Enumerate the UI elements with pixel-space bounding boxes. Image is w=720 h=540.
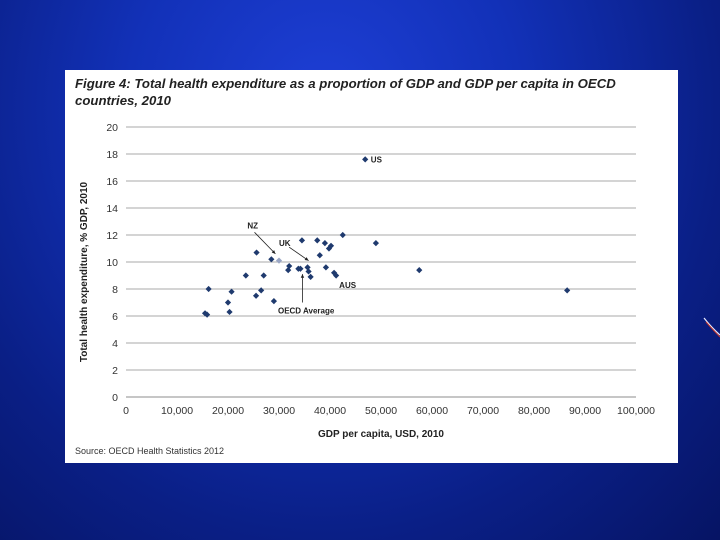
x-tick-label: 30,000: [263, 405, 295, 417]
data-point: [307, 273, 314, 280]
y-tick-label: 14: [106, 203, 118, 215]
data-point: [297, 265, 304, 272]
y-tick-label: 4: [112, 338, 118, 350]
swoosh-line: [703, 317, 720, 336]
data-point: [339, 231, 346, 239]
x-tick-label: 100,000: [617, 405, 655, 417]
data-point: [270, 298, 277, 305]
y-tick-label: 20: [106, 122, 118, 134]
x-tick-label: 50,000: [365, 405, 397, 417]
data-point: [224, 299, 232, 306]
annotation-arrow: [254, 232, 276, 255]
data-point: [372, 240, 379, 247]
figure-source: Source: OECD Health Statistics 2012: [75, 446, 225, 456]
data-point: [268, 256, 275, 263]
data-point: [564, 287, 571, 294]
data-point: [205, 285, 212, 293]
y-tick-label: 16: [106, 176, 118, 188]
annotation-label: AUS: [339, 281, 357, 290]
figure-title: Figure 4: Total health expenditure as a …: [75, 76, 616, 108]
data-point: [228, 288, 235, 295]
x-tick-label: 90,000: [569, 405, 601, 417]
x-tick-label: 20,000: [212, 405, 244, 417]
annotation-label: UK: [279, 239, 291, 248]
data-point: [286, 262, 293, 270]
data-point: [322, 264, 330, 271]
data-point: [321, 240, 328, 247]
x-tick-label: 10,000: [161, 405, 193, 417]
x-tick-label: 80,000: [518, 405, 550, 417]
data-point: [253, 249, 260, 256]
y-tick-label: 18: [106, 149, 118, 161]
arrow-head: [271, 250, 276, 254]
x-axis-label: GDP per capita, USD, 2010: [318, 429, 444, 440]
arrow-head: [304, 257, 309, 261]
annotation-label: US: [371, 155, 383, 164]
figure-panel: Figure 4: Total health expenditure as a …: [65, 70, 678, 463]
x-tick-label: 60,000: [416, 405, 448, 417]
data-point: [416, 267, 423, 274]
data-point: [252, 292, 260, 299]
annotation-arrows: [254, 232, 309, 303]
y-tick-label: 0: [112, 392, 118, 404]
y-tick-labels: 0 2 4 6 8 10 12 14 16 18 20: [106, 122, 118, 404]
gridlines: [126, 126, 636, 371]
y-tick-label: 12: [106, 230, 118, 242]
data-point: [260, 272, 267, 279]
x-tick-label: 0: [123, 405, 129, 417]
y-tick-label: 2: [112, 365, 118, 377]
y-tick-label: 6: [112, 311, 118, 323]
swoosh-accent-line: [705, 321, 720, 338]
data-point: [316, 252, 323, 259]
data-point: [330, 269, 338, 276]
arrow-head: [300, 274, 305, 278]
data-point: [333, 272, 340, 279]
annotation-arrow: [288, 246, 309, 261]
scatter-chart: 0 2 4 6 8 10 12 14 16 18 20 0 10,000 20,000 30,000 40,…: [79, 122, 655, 440]
oecd-average-point: [275, 257, 283, 264]
data-point: [298, 237, 306, 244]
annotation-label: NZ: [247, 222, 258, 231]
data-point: [327, 242, 335, 249]
y-tick-label: 8: [112, 284, 118, 296]
data-points: [201, 156, 571, 318]
y-axis-label: Total health expenditure, % GDP, 2010: [79, 181, 90, 362]
x-tick-label: 40,000: [314, 405, 346, 417]
y-tick-label: 10: [106, 257, 118, 269]
data-point: [362, 156, 369, 163]
annotation-label: OECD Average: [278, 307, 335, 316]
data-point: [314, 237, 321, 244]
data-point: [258, 287, 265, 294]
x-tick-labels: 0 10,000 20,000 30,000 40,000 50,000 60,000 70,…: [123, 405, 655, 417]
data-point: [226, 308, 233, 316]
annotations: US NZ UK AUS OECD Average: [247, 155, 382, 315]
data-point: [242, 272, 249, 279]
x-tick-label: 70,000: [467, 405, 499, 417]
